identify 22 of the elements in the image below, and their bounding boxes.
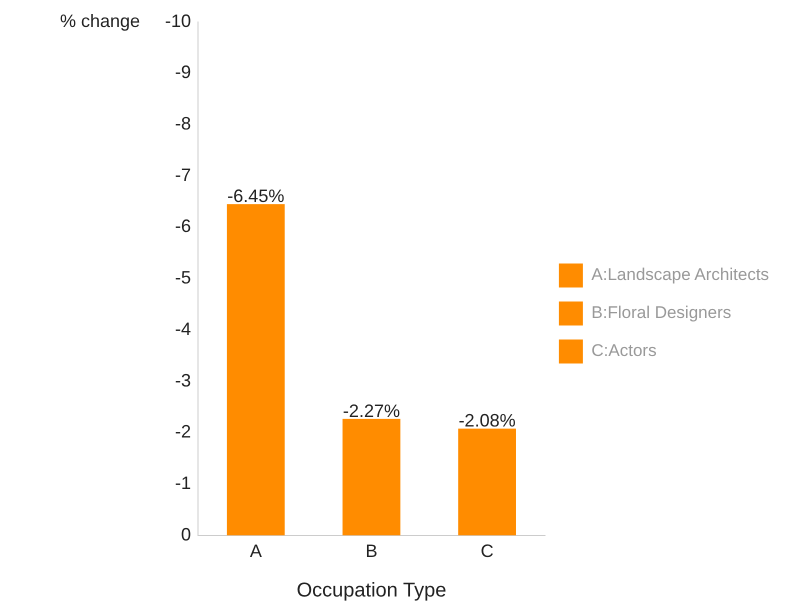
y-tick-label: -7	[174, 164, 191, 185]
y-tick-label: -1	[174, 473, 191, 494]
x-axis-title: Occupation Type	[296, 580, 446, 602]
legend-label: C:Actors	[591, 341, 657, 360]
y-tick-label: -6	[174, 216, 191, 236]
y-tick-label: -10	[164, 10, 191, 31]
y-tick-label: 0	[180, 524, 191, 544]
y-tick-label: -2	[174, 422, 191, 442]
y-axis-title: % change	[60, 10, 140, 31]
y-tick-label: -5	[174, 268, 191, 288]
y-tick-label: -3	[174, 370, 191, 390]
legend-label: B:Floral Designers	[591, 303, 732, 322]
y-tick-label: -4	[174, 318, 191, 339]
data-label: -2.27%	[342, 400, 400, 421]
y-tick-label: -9	[174, 62, 191, 82]
data-label: -6.45%	[227, 186, 284, 206]
legend-label: A:Landscape Architects	[591, 265, 770, 284]
x-tick-label: C	[480, 541, 494, 562]
x-tick-label: B	[365, 541, 378, 562]
data-label: -2.08%	[458, 410, 516, 431]
x-tick-label: A	[250, 541, 262, 562]
y-tick-label: -8	[174, 113, 191, 134]
